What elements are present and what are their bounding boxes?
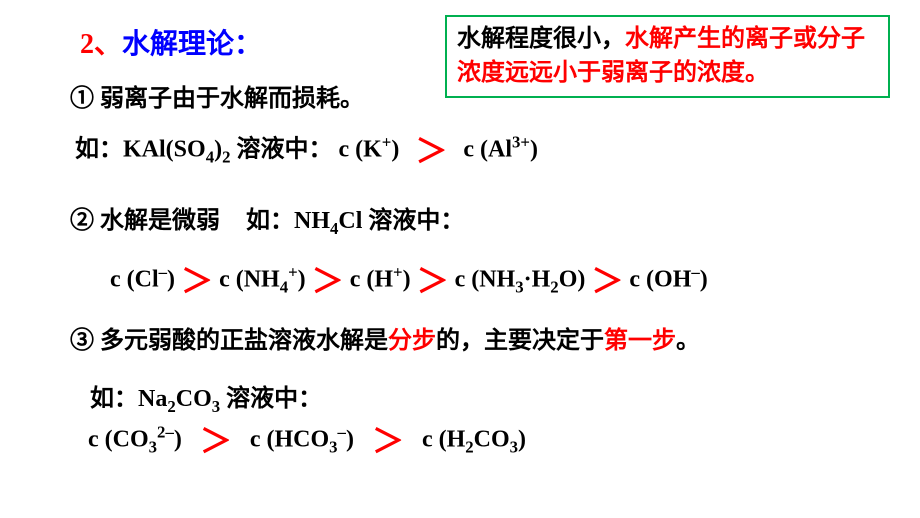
p1-a1: ) [214,137,222,163]
p2c5: c (OH [629,267,691,293]
title-text: 水解理论： [122,29,262,60]
point3-heading: ③ 多元弱酸的正盐溶液水解是分步的，主要决定于第一步。 [70,320,700,355]
p3mid: 的，主要决定于 [436,328,604,354]
p3es1: 2 [167,397,175,416]
gt-icon: ＞ [312,256,344,302]
gt-icon: ＞ [415,126,447,172]
p3t3s2: 3 [510,437,518,456]
p3pre: ③ 多元弱酸的正盐溶液水解是 [70,328,388,354]
point1-heading: ① 弱离子由于水解而损耗。 [70,78,364,113]
p2s4b: 2 [550,277,558,296]
p3t3: c (H [422,427,465,453]
p3ea: 溶液中： [220,386,322,412]
p2-ha: ② 水解是微弱 [70,208,220,234]
p3t3e: ) [518,427,526,453]
p2c3: c (H [350,267,393,293]
p3t2p: – [338,423,346,442]
p3per: 。 [676,328,700,354]
p2s3: + [393,263,403,282]
p1-a2: ) [391,137,399,163]
p3t1s: 3 [149,437,157,456]
point2-chain: c (Cl–) ＞ c (NH4+) ＞ c (H+) ＞ c (NH3·H2O… [110,258,708,304]
p1-mid: 溶液中： c (K [230,137,381,163]
p2c5e: ) [700,267,708,293]
p1-sup2: 3+ [512,133,530,152]
callout-box: 水解程度很小，水解产生的离子或分子浓度远远小于弱离子的浓度。 [445,15,890,98]
p2c4: c (NH [455,267,516,293]
p3t2e: ) [346,427,354,453]
p3t3s: 2 [465,437,473,456]
p1-sup1: + [382,133,392,152]
p3r2: 第一步 [604,328,676,354]
point1-example: 如：KAl(SO4)2 溶液中： c (K+) ＞ c (Al3+) [75,128,538,174]
p2s4a: 3 [515,277,523,296]
p3es2: 3 [212,397,220,416]
p1-pre: 如：KAl(SO [75,137,206,163]
p3t1: c (CO [88,427,149,453]
p2-hb: 如：NH [246,208,330,234]
p3t1p: 2– [157,423,174,442]
p2-hb-wrap: 如：NH4Cl 溶液中： [246,208,464,234]
p2c1e: ) [167,267,175,293]
p2s2b: + [288,263,298,282]
point2-heading: ② 水解是微弱 如：NH4Cl 溶液中： [70,200,464,239]
gt-icon: ＞ [200,416,232,462]
p1-right: c (Al [463,137,512,163]
p2s2a: 4 [280,277,288,296]
p2c1: c (Cl [110,267,159,293]
section-title: 2、水解理论： [80,22,262,62]
p3r1: 分步 [388,328,436,354]
callout-black: 水解程度很小， [457,26,625,52]
p2c3e: ) [403,267,411,293]
p3t2: c (HCO [250,427,329,453]
point3-chain: c (CO32–) ＞ c (HCO3–) ＞ c (H2CO3) [88,418,526,464]
p2c4m: ·H [524,267,551,293]
p1-sub1: 4 [206,147,214,166]
p2c4e: O) [559,267,586,293]
p2-hc: Cl 溶液中： [338,208,464,234]
p3t3m: CO [474,427,510,453]
p2c2e: ) [298,267,306,293]
p3t2s: 3 [329,437,337,456]
p2s1: – [159,263,167,282]
gt-icon: ＞ [417,256,449,302]
p3em: CO [176,386,212,412]
title-number: 2、 [80,29,122,60]
gt-icon: ＞ [591,256,623,302]
gt-icon: ＞ [181,256,213,302]
point3-example-label: 如：Na2CO3 溶液中： [90,378,322,417]
p2s5: – [691,263,699,282]
p3ep: 如：Na [90,386,167,412]
p3t1e: ) [174,427,182,453]
p1-end: ) [530,137,538,163]
gt-icon: ＞ [372,416,404,462]
p2c2: c (NH [219,267,280,293]
